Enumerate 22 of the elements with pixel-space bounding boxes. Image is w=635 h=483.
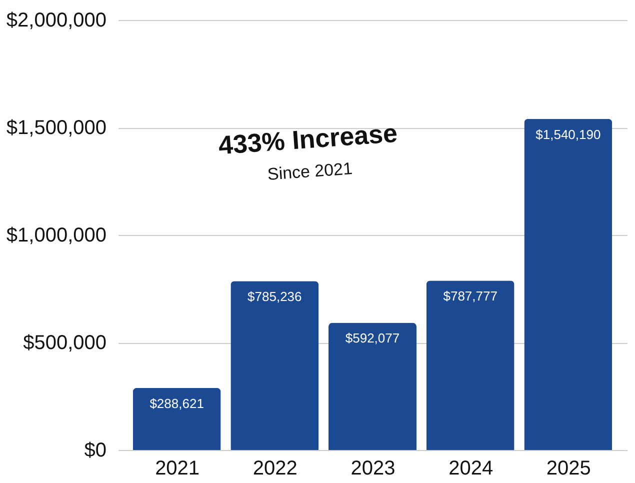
x-tick-label: 2021	[155, 458, 200, 480]
x-tick-label: 2023	[350, 458, 396, 480]
bar	[230, 281, 319, 450]
data-label: $592,077	[345, 330, 400, 346]
x-tick-label: 2024	[448, 458, 494, 480]
x-tick-label: 2025	[546, 458, 591, 480]
y-tick-label: $1,500,000	[6, 117, 106, 139]
data-label: $785,236	[248, 289, 302, 304]
y-tick-label: $500,000	[23, 332, 106, 354]
data-label: $787,777	[443, 288, 498, 304]
data-label: $1,540,190	[536, 126, 601, 142]
annotation: Since 2021	[266, 159, 354, 184]
bar	[426, 280, 514, 450]
y-tick-label: $1,000,000	[6, 224, 106, 246]
data-label: $288,621	[150, 396, 204, 411]
bar	[524, 118, 612, 450]
y-tick-label: $2,000,000	[6, 10, 106, 32]
x-tick-label: 2022	[252, 458, 298, 480]
y-tick-label: $0	[84, 440, 106, 462]
annotation: 433% Increase	[217, 118, 398, 160]
bar	[132, 388, 221, 450]
bar	[328, 322, 416, 450]
